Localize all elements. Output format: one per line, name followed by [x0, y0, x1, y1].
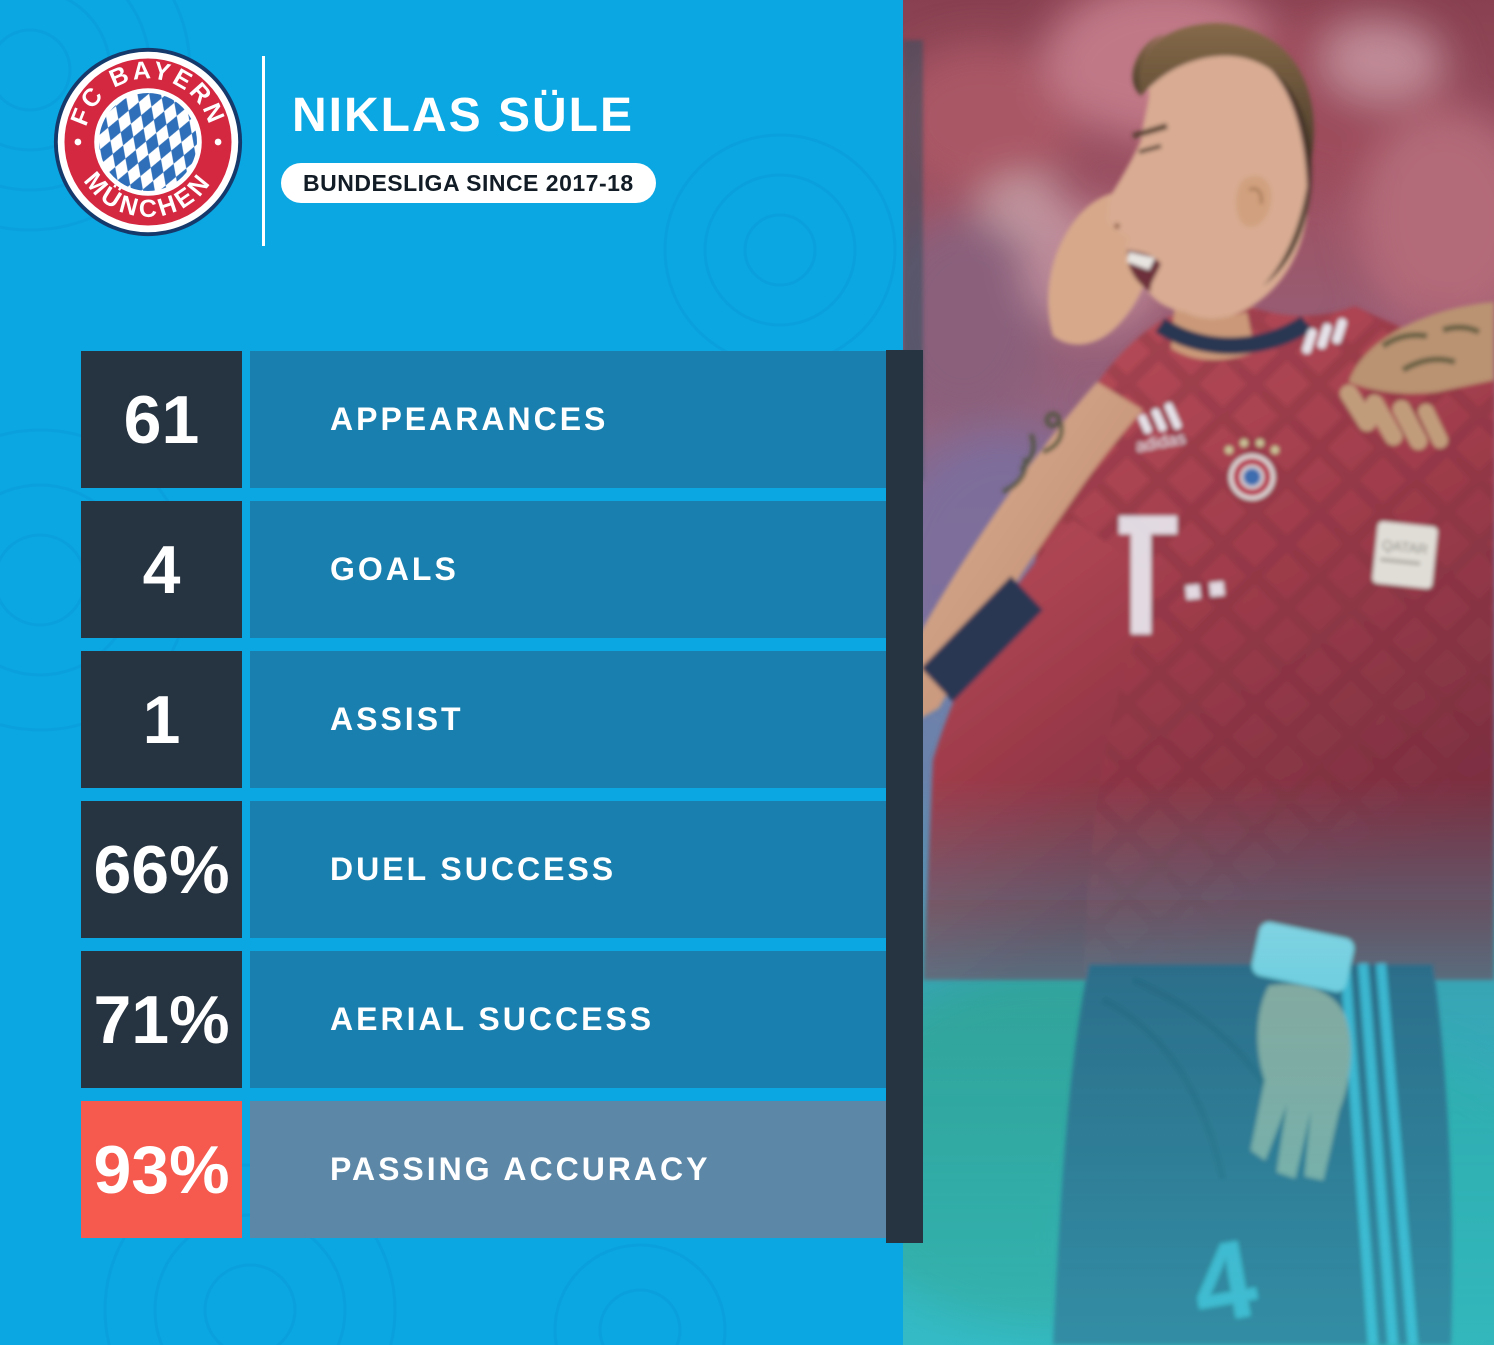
eye	[1138, 144, 1162, 154]
forearm-tattoo	[1001, 411, 1065, 495]
stat-value: 93%	[81, 1101, 242, 1238]
stat-row-goals: 4 GOALS	[81, 501, 886, 638]
stat-label-bar: PASSING ACCURACY	[250, 1101, 886, 1238]
page-title: NIKLAS SÜLE	[292, 89, 635, 142]
stat-value: 4	[81, 501, 242, 638]
stats-list: 61 APPEARANCES 4 GOALS 1 ASSIST 66% DUEL…	[81, 351, 886, 1251]
stat-label-bar: AERIAL SUCCESS	[250, 951, 886, 1088]
stat-row-duel-success: 66% DUEL SUCCESS	[81, 801, 886, 938]
subtitle-text: BUNDESLIGA SINCE 2017-18	[303, 169, 634, 196]
sponsor-t-logo	[1119, 516, 1225, 634]
stat-label-bar: APPEARANCES	[250, 351, 886, 488]
header-divider	[262, 56, 265, 246]
swirl-upper-right	[663, 133, 897, 367]
stat-row-assist: 1 ASSIST	[81, 651, 886, 788]
sleeve-cuff	[921, 576, 1043, 702]
sleeve-patch-text: QATAR	[1381, 537, 1429, 558]
teammate-fingers	[1339, 384, 1449, 450]
stat-label: ASSIST	[330, 701, 464, 737]
stat-label: GOALS	[330, 551, 459, 587]
stat-row-passing-accuracy: 93% PASSING ACCURACY	[81, 1101, 886, 1238]
stat-value: 61	[81, 351, 242, 488]
stat-row-appearances: 61 APPEARANCES	[81, 351, 886, 488]
cyan-wash	[903, 780, 1494, 1345]
stat-row-aerial-success: 71% AERIAL SUCCESS	[81, 951, 886, 1088]
stat-value: 1	[81, 651, 242, 788]
brow	[1132, 123, 1168, 139]
swirl-bottom-center	[553, 1243, 727, 1345]
jersey-crest	[1225, 439, 1279, 500]
stat-value: 71%	[81, 951, 242, 1088]
sleeve-patch: QATAR	[1372, 521, 1438, 589]
shoulder-stripes	[1302, 318, 1347, 354]
subtitle-badge: BUNDESLIGA SINCE 2017-18	[281, 163, 656, 203]
stat-label: APPEARANCES	[330, 401, 609, 437]
ear	[1236, 176, 1272, 227]
teammate-tattoo	[1381, 324, 1481, 373]
stats-accent-strip	[886, 350, 923, 1243]
player-photo: adidas QATAR 4	[903, 0, 1494, 1345]
stat-value: 66%	[81, 801, 242, 938]
stat-label-bar: DUEL SUCCESS	[250, 801, 886, 938]
stat-label-bar: GOALS	[250, 501, 886, 638]
stat-label: AERIAL SUCCESS	[330, 1001, 655, 1037]
head	[1107, 29, 1309, 319]
collar	[1155, 316, 1313, 355]
nostril	[1114, 223, 1120, 229]
stat-label: PASSING ACCURACY	[330, 1151, 711, 1187]
stat-label: DUEL SUCCESS	[330, 851, 617, 887]
fc-bayern-logo: FC BAYERN MÜNCHEN	[53, 47, 243, 237]
stat-label-bar: ASSIST	[250, 651, 886, 788]
hair	[1138, 22, 1314, 170]
